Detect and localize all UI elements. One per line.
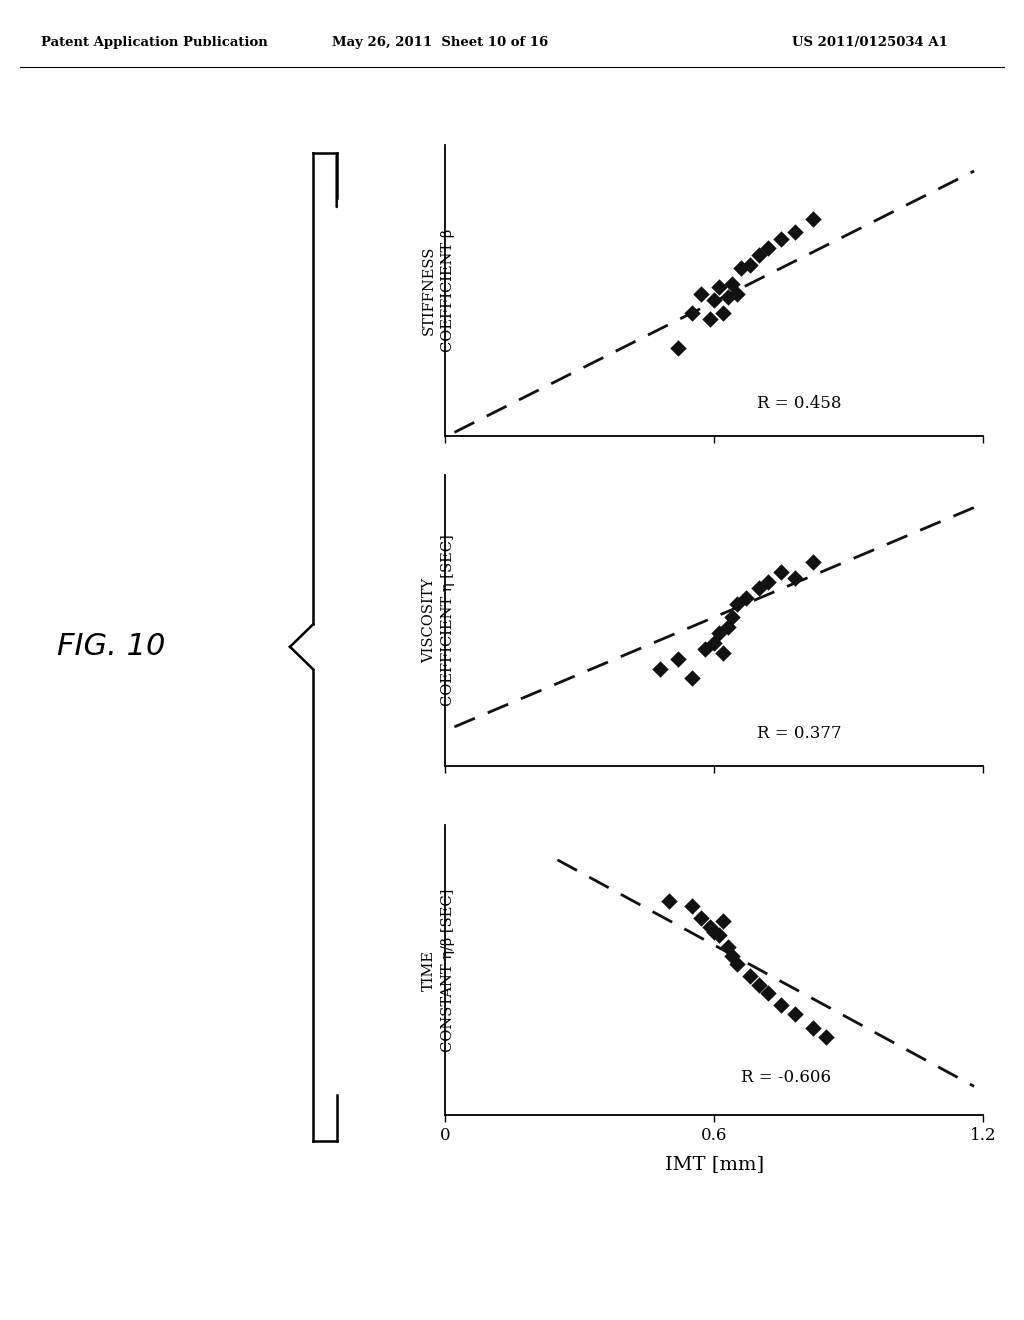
Text: May 26, 2011  Sheet 10 of 16: May 26, 2011 Sheet 10 of 16 bbox=[332, 36, 549, 49]
Point bbox=[773, 994, 790, 1015]
X-axis label: IMT [mm]: IMT [mm] bbox=[665, 1155, 764, 1173]
Text: R = 0.377: R = 0.377 bbox=[757, 726, 842, 742]
Point bbox=[697, 639, 714, 660]
Point bbox=[720, 936, 736, 957]
Text: Patent Application Publication: Patent Application Publication bbox=[41, 36, 267, 49]
Point bbox=[741, 965, 758, 986]
Point bbox=[760, 238, 776, 259]
Text: US 2011/0125034 A1: US 2011/0125034 A1 bbox=[793, 36, 948, 49]
Point bbox=[707, 289, 723, 310]
Point bbox=[724, 607, 740, 628]
Point bbox=[733, 257, 750, 279]
Point bbox=[773, 561, 790, 582]
Point bbox=[786, 568, 803, 589]
Point bbox=[728, 954, 744, 975]
Point bbox=[692, 282, 709, 304]
Point bbox=[707, 921, 723, 942]
Point bbox=[760, 572, 776, 593]
Point bbox=[715, 642, 731, 663]
Point bbox=[724, 273, 740, 294]
Y-axis label: VISCOSITY
COEFFICIENT η [SEC]: VISCOSITY COEFFICIENT η [SEC] bbox=[422, 535, 456, 706]
Point bbox=[751, 578, 767, 599]
Point bbox=[670, 648, 686, 669]
Point bbox=[805, 552, 821, 573]
Point bbox=[701, 916, 718, 937]
Point bbox=[711, 623, 727, 644]
Point bbox=[684, 302, 700, 323]
Point bbox=[662, 890, 678, 911]
Point bbox=[715, 911, 731, 932]
Point bbox=[715, 302, 731, 323]
Point bbox=[805, 209, 821, 230]
Point bbox=[786, 1003, 803, 1024]
Text: FIG. 10: FIG. 10 bbox=[56, 632, 165, 661]
Point bbox=[711, 925, 727, 946]
Point bbox=[737, 587, 754, 609]
Y-axis label: TIME
CONSTANT η/β [SEC]: TIME CONSTANT η/β [SEC] bbox=[422, 888, 456, 1052]
Text: R = 0.458: R = 0.458 bbox=[757, 396, 842, 412]
Y-axis label: STIFFNESS
COEFFICIENT β: STIFFNESS COEFFICIENT β bbox=[422, 228, 456, 352]
Point bbox=[741, 253, 758, 275]
Point bbox=[728, 594, 744, 615]
Point bbox=[670, 338, 686, 359]
Point bbox=[692, 907, 709, 928]
Point bbox=[728, 282, 744, 304]
Point bbox=[684, 896, 700, 917]
Point bbox=[818, 1027, 835, 1048]
Point bbox=[652, 659, 669, 680]
Point bbox=[751, 974, 767, 995]
Point bbox=[707, 632, 723, 653]
Point bbox=[786, 222, 803, 243]
Point bbox=[805, 1018, 821, 1039]
Point bbox=[720, 616, 736, 638]
Text: R = -0.606: R = -0.606 bbox=[741, 1069, 831, 1086]
Point bbox=[760, 983, 776, 1005]
Point bbox=[724, 945, 740, 966]
Point bbox=[701, 309, 718, 330]
Point bbox=[720, 286, 736, 308]
Point bbox=[751, 244, 767, 265]
Point bbox=[711, 277, 727, 298]
Point bbox=[684, 668, 700, 689]
Point bbox=[773, 228, 790, 249]
